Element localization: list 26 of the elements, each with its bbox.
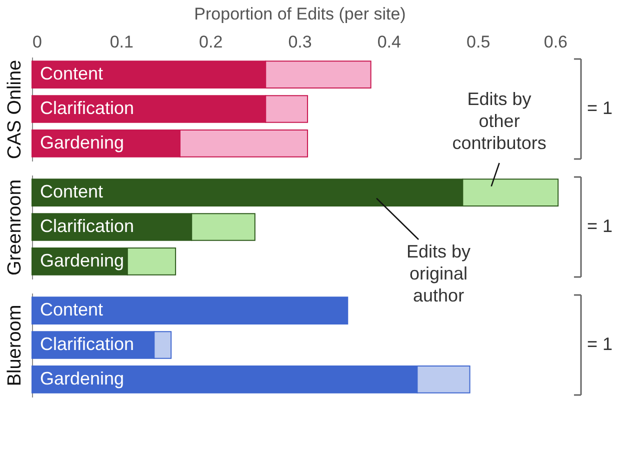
x-axis-title: Proportion of Edits (per site) (194, 4, 406, 24)
category-label: Clarification (40, 216, 134, 236)
text: = 1 (587, 98, 613, 118)
x-tick-label: 0.1 (110, 32, 134, 52)
category-label: Gardening (40, 132, 124, 152)
y-axis-title: Greenroom (4, 179, 26, 276)
x-tick-label: 0.3 (288, 32, 312, 52)
category-label: Content (40, 182, 104, 202)
category-label: Content (40, 64, 104, 84)
x-tick-label: 0.4 (377, 32, 401, 52)
category-label: Content (40, 300, 104, 320)
category-label: Gardening (40, 368, 124, 388)
y-axis-title: CAS Online (4, 60, 26, 160)
y-axis-title: Blueroom (4, 304, 26, 386)
category-label: Gardening (40, 250, 124, 270)
x-tick-label: 0.5 (466, 32, 490, 52)
x-tick-label: 0.6 (544, 32, 568, 52)
bar (32, 296, 348, 324)
series-label: Edits by other contributors (452, 89, 546, 153)
series-label: Edits by original author (406, 241, 471, 306)
category-label: Clarification (40, 98, 134, 118)
x-tick-label: 0 (32, 32, 42, 52)
category-label: Clarification (40, 334, 134, 354)
x-tick-label: 0.2 (199, 32, 223, 52)
text: = 1 (587, 334, 613, 354)
text: = 1 (587, 216, 613, 236)
